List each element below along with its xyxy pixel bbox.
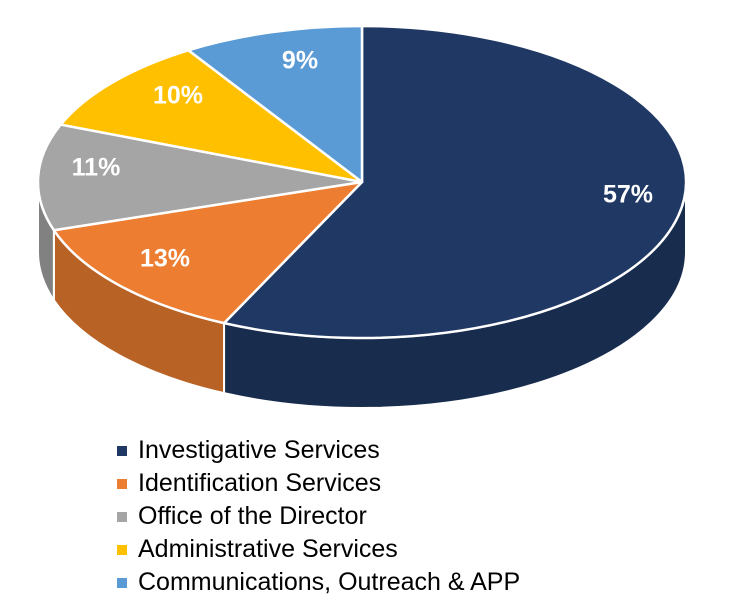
legend-marker — [117, 577, 127, 588]
legend-item-investigative-services: Investigative Services — [117, 434, 520, 467]
pie-slice-4 — [187, 24, 364, 184]
data-label: 11% — [72, 154, 121, 182]
pie-slice-3 — [59, 49, 364, 184]
data-label: 57% — [603, 181, 653, 209]
pie-slice-2 — [36, 123, 364, 232]
chart-legend: Investigative Services Identification Se… — [117, 434, 520, 599]
legend-label: Communications, Outreach & APP — [138, 568, 521, 596]
legend-item-communications-outreach-app: Communications, Outreach & APP — [117, 566, 520, 599]
data-label: 9% — [282, 47, 318, 75]
legend-label: Identification Services — [138, 469, 382, 497]
legend-marker — [117, 478, 127, 489]
data-label: 10% — [153, 82, 203, 110]
legend-label: Office of the Director — [138, 502, 367, 530]
pie-slices — [36, 24, 688, 340]
legend-marker — [117, 445, 127, 456]
data-label: 13% — [140, 245, 190, 273]
legend-item-identification-services: Identification Services — [117, 467, 520, 500]
legend-item-administrative-services: Administrative Services — [117, 533, 520, 566]
legend-label: Administrative Services — [138, 535, 398, 563]
legend-label: Investigative Services — [138, 436, 380, 464]
pie-slice-0 — [222, 24, 688, 340]
pie-data-labels: 57% 13% 11% 10% 9% — [72, 47, 653, 273]
pie-chart: 57% 13% 11% 10% 9% — [36, 24, 688, 409]
legend-marker — [117, 511, 127, 522]
legend-item-office-of-the-director: Office of the Director — [117, 500, 520, 533]
legend-marker — [117, 544, 127, 555]
pie-slice-1 — [52, 180, 364, 325]
